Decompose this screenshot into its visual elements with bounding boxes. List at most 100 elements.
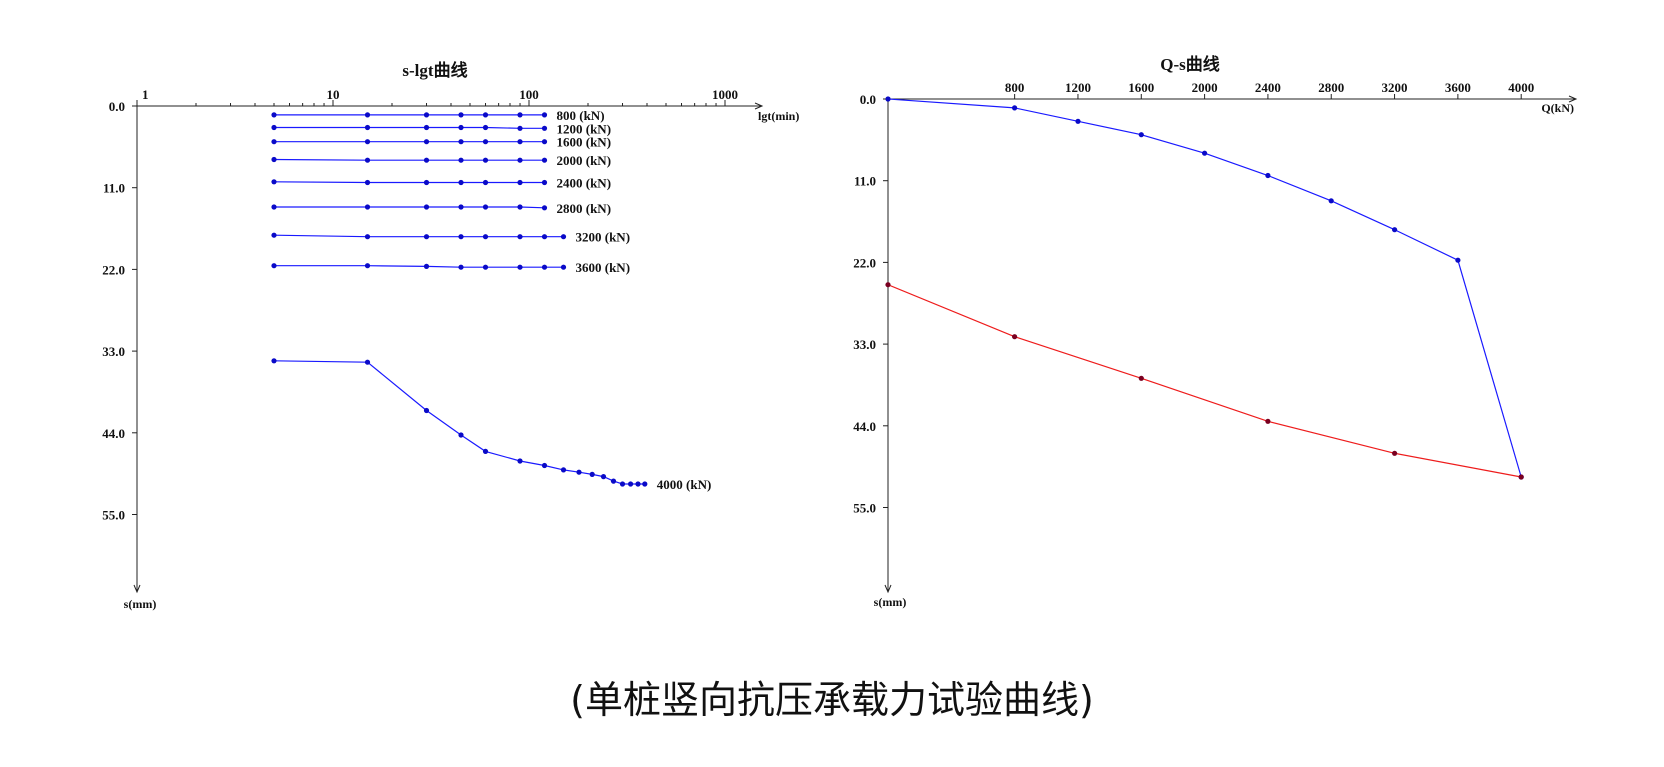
q-s-series-line-red xyxy=(887,284,1522,478)
s-lgt-data-point xyxy=(458,157,464,163)
q-s-data-point xyxy=(1265,418,1271,424)
s-lgt-data-point xyxy=(364,157,371,163)
q-s-y-tick-label: 0.0 xyxy=(860,92,876,107)
q-s-x-tick-label: 3600 xyxy=(1445,80,1471,95)
q-s-y-tick-label: 55.0 xyxy=(853,501,876,516)
q-s-data-point xyxy=(1012,105,1018,111)
s-lgt-data-point xyxy=(541,462,548,469)
s-lgt-data-point xyxy=(517,125,523,131)
s-lgt-data-point xyxy=(541,234,548,240)
s-lgt-data-point xyxy=(576,469,582,475)
s-lgt-data-point xyxy=(482,234,489,240)
q-s-data-point xyxy=(1392,450,1398,456)
q-s-y-tick-label: 44.0 xyxy=(853,419,876,434)
q-s-data-point xyxy=(1392,227,1398,233)
q-s-data-point xyxy=(1518,474,1524,480)
s-lgt-series-label: 1200 (kN) xyxy=(557,121,612,136)
s-lgt-x-tick-label: 1 xyxy=(142,87,149,102)
s-lgt-data-point xyxy=(271,112,277,118)
s-lgt-data-point xyxy=(271,179,277,185)
s-lgt-data-point xyxy=(364,124,371,131)
s-lgt-series-label: 4000 (kN) xyxy=(657,477,712,492)
q-s-series-line-blue xyxy=(887,98,1522,478)
s-lgt-y-axis-arrow xyxy=(133,584,141,594)
s-lgt-series-label: 3600 (kN) xyxy=(576,260,631,275)
s-lgt-data-point xyxy=(619,481,626,487)
s-lgt-data-point xyxy=(541,179,548,186)
q-s-chart: Q-s曲线 Q(kN) s(mm) 800 1200 1600 2000 2400 280… xyxy=(853,54,1578,609)
s-lgt-data-point xyxy=(482,139,489,145)
q-s-data-point xyxy=(885,96,891,102)
s-lgt-data-point xyxy=(271,232,277,238)
s-lgt-x-axis-label: lgt(min) xyxy=(758,109,799,123)
s-lgt-data-point xyxy=(541,125,548,131)
s-lgt-data-point xyxy=(423,112,430,118)
q-s-x-tick-label: 1600 xyxy=(1128,80,1154,95)
q-s-data-point xyxy=(1328,198,1334,204)
s-lgt-data-point xyxy=(423,204,430,210)
s-lgt-y-tick-label: 11.0 xyxy=(103,181,125,196)
s-lgt-data-point xyxy=(458,204,464,210)
q-s-x-axis-arrow xyxy=(1568,95,1578,103)
s-lgt-x-tick-label: 10 xyxy=(327,87,340,102)
s-lgt-data-point xyxy=(517,179,523,186)
s-lgt-y-axis-label: s(mm) xyxy=(124,597,157,611)
s-lgt-data-point xyxy=(271,358,277,364)
s-lgt-data-point xyxy=(458,432,464,438)
s-lgt-x-axis-arrow xyxy=(754,102,764,110)
q-s-x-tick-label: 2000 xyxy=(1192,80,1218,95)
s-lgt-series-line-3200-kn xyxy=(273,234,564,238)
q-s-data-point xyxy=(1265,172,1271,179)
s-lgt-data-point xyxy=(482,112,489,118)
s-lgt-data-point xyxy=(364,263,371,269)
s-lgt-data-point xyxy=(560,234,567,240)
s-lgt-data-point xyxy=(541,157,548,163)
s-lgt-data-point xyxy=(271,204,277,210)
q-s-data-point xyxy=(1138,132,1144,138)
s-lgt-data-point xyxy=(541,139,548,145)
s-lgt-data-point xyxy=(458,112,464,118)
s-lgt-data-point xyxy=(517,139,523,145)
s-lgt-data-point xyxy=(517,458,523,464)
q-s-y-tick-label: 33.0 xyxy=(853,337,876,352)
s-lgt-data-point xyxy=(271,139,277,145)
s-lgt-data-point xyxy=(517,264,523,270)
q-s-y-axis-arrow xyxy=(884,584,892,594)
q-s-data-point xyxy=(1075,118,1081,124)
s-lgt-series-line-2800-kn xyxy=(274,206,545,209)
s-lgt-data-point xyxy=(517,112,523,118)
q-s-x-tick-label: 800 xyxy=(1005,80,1025,95)
s-lgt-data-point xyxy=(423,179,430,186)
s-lgt-data-point xyxy=(560,467,567,473)
q-s-x-tick-label: 1200 xyxy=(1065,80,1091,95)
s-lgt-y-tick-label: 44.0 xyxy=(102,426,125,441)
s-lgt-series-label: 3200 (kN) xyxy=(576,230,631,245)
s-lgt-data-point xyxy=(423,234,430,240)
s-lgt-data-point xyxy=(458,264,464,270)
s-lgt-data-point xyxy=(271,263,277,269)
s-lgt-data-point xyxy=(482,448,489,454)
s-lgt-data-point xyxy=(628,481,634,487)
s-lgt-data-point xyxy=(642,481,648,487)
s-lgt-data-point xyxy=(458,139,464,145)
s-lgt-data-point xyxy=(271,124,277,131)
s-lgt-series-line-1200-kn xyxy=(274,126,545,129)
q-s-chart-title: Q-s曲线 xyxy=(1160,54,1220,74)
s-lgt-data-point xyxy=(482,157,489,163)
s-lgt-series-label: 2800 (kN) xyxy=(557,201,612,216)
s-lgt-series-label: 2000 (kN) xyxy=(557,153,612,168)
s-lgt-y-tick-label: 55.0 xyxy=(102,508,125,523)
s-lgt-data-point xyxy=(364,234,371,240)
s-lgt-data-point xyxy=(423,139,430,145)
s-lgt-data-point xyxy=(541,205,548,211)
q-s-y-axis-label: s(mm) xyxy=(874,595,907,609)
s-lgt-series-line-2000-kn xyxy=(273,158,545,161)
s-lgt-x-tick-label: 100 xyxy=(519,87,539,102)
s-lgt-data-point xyxy=(541,264,548,270)
s-lgt-data-point xyxy=(482,179,489,186)
q-s-x-tick-label: 2400 xyxy=(1255,80,1281,95)
s-lgt-data-point xyxy=(610,478,617,484)
s-lgt-data-point xyxy=(364,204,371,210)
s-lgt-data-point xyxy=(364,112,371,118)
